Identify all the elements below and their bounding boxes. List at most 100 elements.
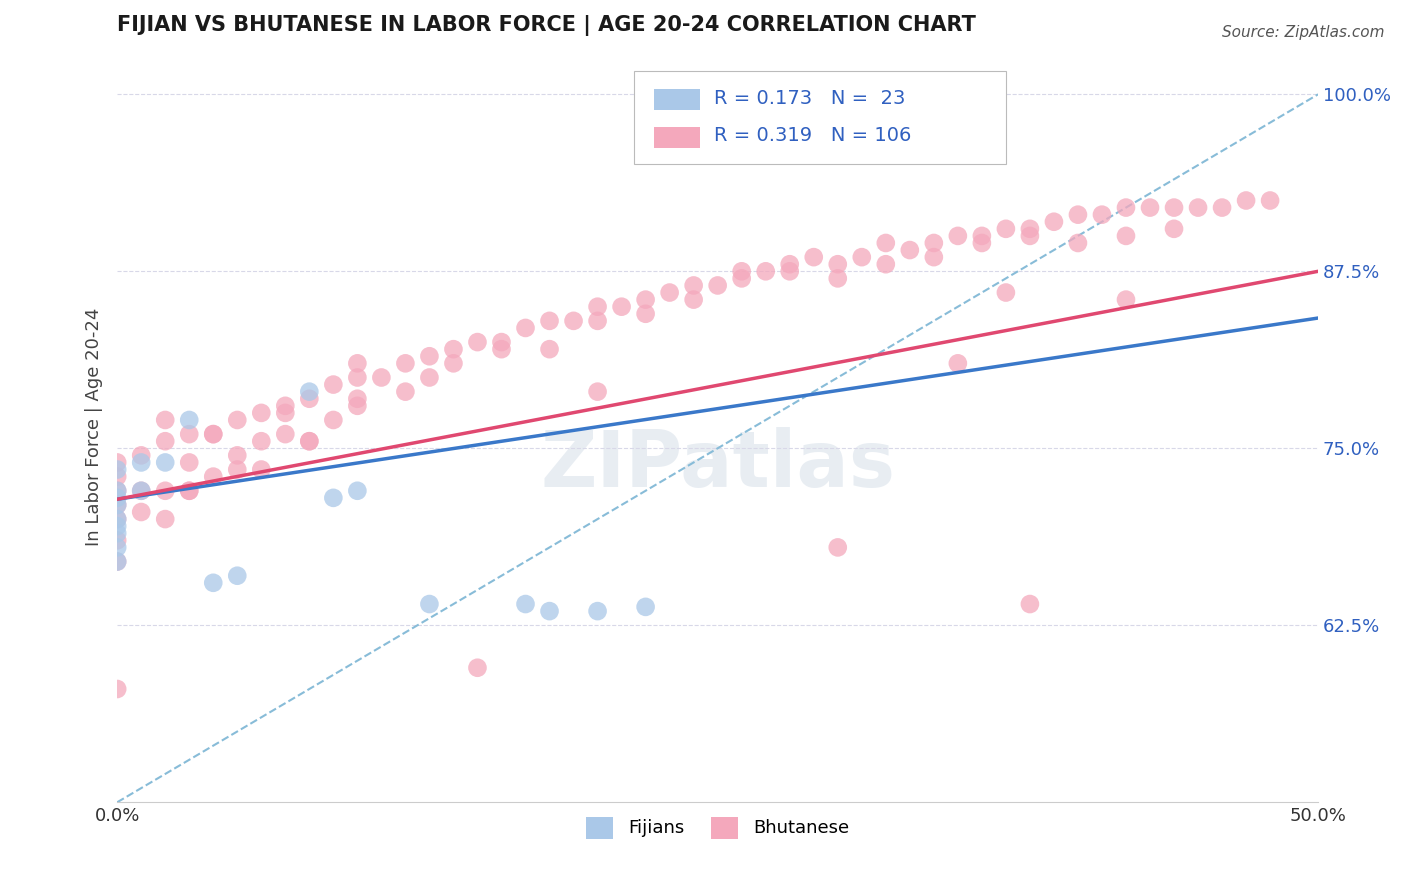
Point xyxy=(179,427,201,442)
Point xyxy=(731,271,754,285)
Bar xyxy=(654,127,700,148)
Point xyxy=(274,427,297,442)
Point xyxy=(322,491,344,505)
Point xyxy=(250,434,273,449)
Text: FIJIAN VS BHUTANESE IN LABOR FORCE | AGE 20-24 CORRELATION CHART: FIJIAN VS BHUTANESE IN LABOR FORCE | AGE… xyxy=(117,15,976,36)
Point xyxy=(1067,208,1090,222)
Point xyxy=(827,541,849,555)
Text: Source: ZipAtlas.com: Source: ZipAtlas.com xyxy=(1222,25,1385,40)
Point xyxy=(538,314,561,328)
Point xyxy=(105,555,128,569)
Point xyxy=(779,257,801,271)
Point xyxy=(322,413,344,427)
Point xyxy=(515,321,537,335)
Point xyxy=(129,483,152,498)
Point xyxy=(129,449,152,463)
Point xyxy=(634,307,657,321)
Y-axis label: In Labor Force | Age 20-24: In Labor Force | Age 20-24 xyxy=(86,308,103,546)
Point xyxy=(250,462,273,476)
Point xyxy=(827,257,849,271)
Point xyxy=(298,434,321,449)
Point xyxy=(105,541,128,555)
Point xyxy=(129,455,152,469)
Point xyxy=(129,505,152,519)
Point xyxy=(1211,201,1233,215)
Point xyxy=(322,377,344,392)
Point xyxy=(994,222,1017,236)
Point xyxy=(586,300,609,314)
Point xyxy=(586,604,609,618)
Point xyxy=(1019,222,1042,236)
Point xyxy=(226,449,249,463)
Point xyxy=(105,469,128,483)
Point xyxy=(1139,201,1161,215)
Point xyxy=(491,342,513,356)
Point xyxy=(970,235,993,250)
Point xyxy=(467,335,489,350)
Point xyxy=(586,384,609,399)
Point xyxy=(155,455,177,469)
Point xyxy=(1115,293,1137,307)
Point xyxy=(467,661,489,675)
Point xyxy=(394,356,416,370)
Point xyxy=(155,483,177,498)
Point xyxy=(202,575,225,590)
Point xyxy=(658,285,681,300)
Point xyxy=(538,604,561,618)
Point xyxy=(202,427,225,442)
Point xyxy=(562,314,585,328)
Point xyxy=(346,370,368,384)
Point xyxy=(105,498,128,512)
Point xyxy=(851,250,873,264)
Point xyxy=(105,681,128,696)
Point xyxy=(418,349,440,363)
Point xyxy=(827,271,849,285)
Point xyxy=(875,257,897,271)
Point xyxy=(1091,208,1114,222)
Point xyxy=(779,264,801,278)
Point xyxy=(298,434,321,449)
Point xyxy=(226,568,249,582)
Point xyxy=(946,228,969,243)
Point xyxy=(1115,201,1137,215)
Point xyxy=(731,264,754,278)
Point xyxy=(202,427,225,442)
Point xyxy=(443,342,465,356)
Point xyxy=(298,384,321,399)
Point xyxy=(105,455,128,469)
FancyBboxPatch shape xyxy=(634,70,1005,164)
Point xyxy=(1067,235,1090,250)
Point xyxy=(1258,194,1281,208)
Point xyxy=(105,512,128,526)
Point xyxy=(298,392,321,406)
Point xyxy=(226,462,249,476)
Text: R = 0.319   N = 106: R = 0.319 N = 106 xyxy=(714,127,911,145)
Point xyxy=(922,250,945,264)
Point xyxy=(491,335,513,350)
Point xyxy=(346,483,368,498)
Point xyxy=(1115,228,1137,243)
Point xyxy=(1187,201,1209,215)
Point xyxy=(1163,201,1185,215)
Point xyxy=(394,384,416,399)
Point xyxy=(586,314,609,328)
Point xyxy=(538,342,561,356)
Point xyxy=(105,483,128,498)
Point xyxy=(970,228,993,243)
Bar xyxy=(654,89,700,111)
Point xyxy=(274,406,297,420)
Point xyxy=(179,455,201,469)
Point xyxy=(610,300,633,314)
Point xyxy=(1019,597,1042,611)
Point xyxy=(105,512,128,526)
Point xyxy=(418,370,440,384)
Point xyxy=(1019,228,1042,243)
Point xyxy=(155,413,177,427)
Point xyxy=(105,533,128,548)
Point xyxy=(179,413,201,427)
Point xyxy=(682,278,704,293)
Point xyxy=(105,491,128,505)
Point xyxy=(155,434,177,449)
Text: ZIPatlas: ZIPatlas xyxy=(540,426,896,502)
Point xyxy=(105,519,128,533)
